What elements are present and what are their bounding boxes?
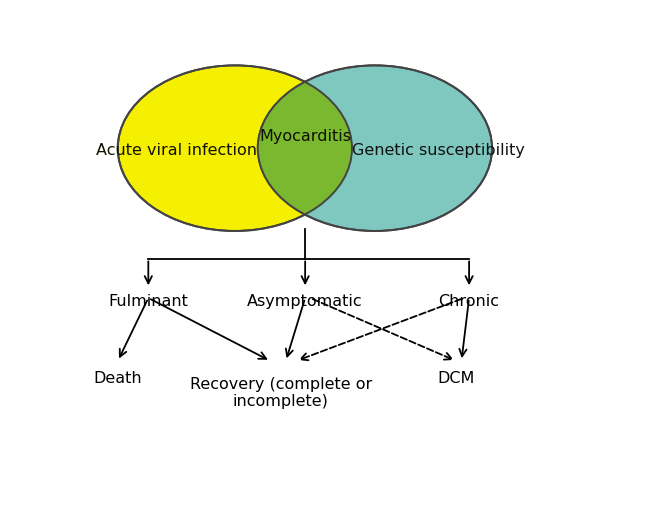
- Text: Fulminant: Fulminant: [108, 294, 189, 309]
- Text: Recovery (complete or
incomplete): Recovery (complete or incomplete): [190, 377, 372, 409]
- Text: Genetic susceptibility: Genetic susceptibility: [352, 143, 525, 158]
- Text: Chronic: Chronic: [439, 294, 499, 309]
- Ellipse shape: [118, 66, 352, 231]
- Text: Asymptomatic: Asymptomatic: [247, 294, 363, 309]
- Ellipse shape: [258, 66, 492, 231]
- Text: DCM: DCM: [438, 371, 475, 386]
- Text: Death: Death: [93, 371, 142, 386]
- Text: Myocarditis: Myocarditis: [259, 129, 351, 144]
- Ellipse shape: [118, 66, 352, 231]
- Text: Acute viral infection: Acute viral infection: [96, 143, 257, 158]
